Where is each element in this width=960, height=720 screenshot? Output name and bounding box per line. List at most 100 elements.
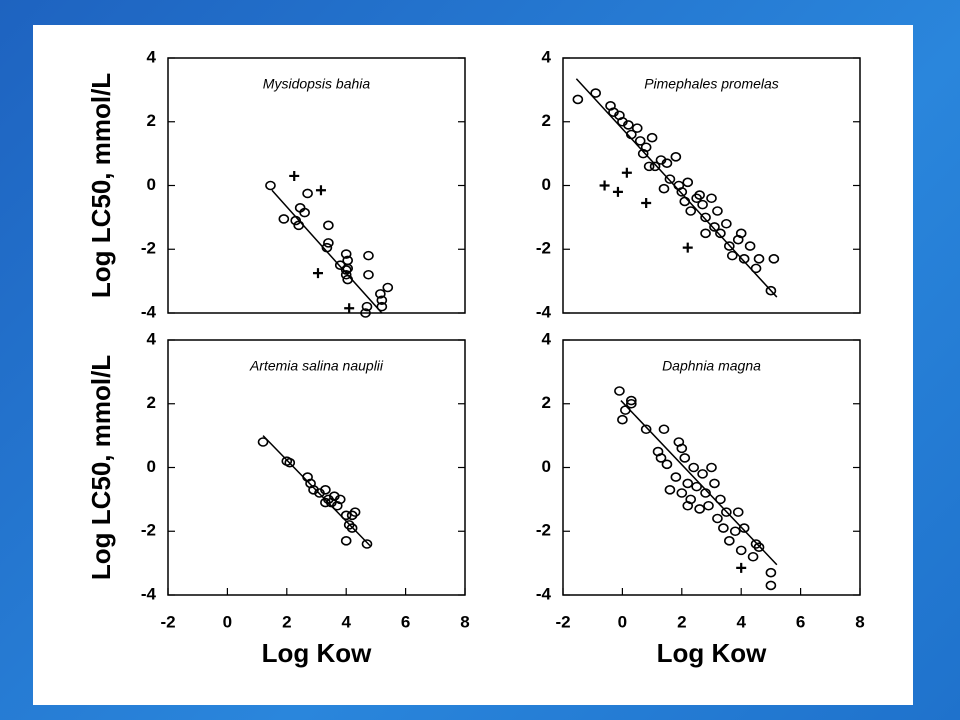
circle-point	[676, 443, 688, 454]
x-tick-label: 2	[677, 612, 686, 631]
circle-point	[709, 222, 720, 232]
circle-point	[694, 504, 705, 514]
circle-point	[682, 500, 694, 511]
circle-point	[572, 94, 584, 105]
circle-point	[634, 136, 646, 146]
circle-point	[626, 395, 637, 406]
y-axis-label: Log LC50, mmol/L	[86, 73, 116, 298]
circle-point	[697, 199, 708, 210]
circle-point	[334, 494, 346, 505]
circle-point	[661, 158, 673, 168]
circle-point	[626, 129, 637, 140]
circle-point	[700, 228, 711, 239]
circle-point	[661, 459, 673, 470]
x-tick-label: 4	[341, 612, 351, 631]
circle-point	[323, 238, 334, 248]
circle-point	[700, 212, 711, 223]
y-tick-label: 0	[147, 457, 156, 476]
circle-point	[658, 424, 670, 435]
circle-point	[664, 485, 676, 495]
plot-title: Artemia salina nauplii	[249, 358, 384, 374]
circle-point	[360, 308, 371, 318]
circle-point	[320, 497, 331, 508]
circle-point	[340, 510, 352, 521]
circle-point	[361, 301, 373, 312]
circle-point	[691, 481, 702, 492]
panel	[33, 25, 913, 705]
circle-point	[744, 241, 756, 251]
y-tick-label: 4	[542, 47, 552, 66]
circle-point	[631, 123, 643, 133]
circle-point	[278, 214, 290, 224]
plus-point	[612, 186, 623, 197]
circle-point	[340, 249, 352, 259]
plus-point	[621, 167, 632, 178]
y-tick-label: 2	[147, 393, 156, 412]
circle-point	[302, 188, 313, 199]
circle-point	[646, 132, 658, 143]
circle-point	[738, 254, 750, 264]
circle-point	[721, 218, 732, 229]
circle-point	[320, 485, 331, 495]
circle-point	[703, 500, 714, 511]
plot-title: Mysidopsis bahia	[263, 76, 371, 92]
circle-point	[682, 177, 694, 188]
plus-point	[315, 185, 326, 196]
circle-point	[718, 523, 729, 533]
circle-point	[753, 542, 765, 552]
circle-point	[715, 494, 726, 505]
y-tick-label: 0	[542, 457, 551, 476]
circle-point	[614, 386, 625, 396]
circle-point	[724, 241, 735, 251]
circle-point	[265, 180, 276, 191]
circle-point	[361, 539, 373, 549]
plus-point	[736, 562, 747, 573]
y-tick-label: 0	[542, 175, 551, 194]
circle-point	[765, 567, 777, 578]
circle-point	[640, 424, 652, 435]
circle-point	[685, 206, 697, 216]
plus-point	[289, 170, 300, 181]
circle-point	[700, 488, 711, 498]
circle-point	[257, 437, 269, 447]
circle-point	[682, 478, 694, 489]
plus-point	[344, 303, 355, 314]
circle-point	[376, 301, 388, 312]
plus-point	[599, 180, 610, 191]
circle-point	[697, 469, 708, 479]
circle-point	[299, 207, 310, 218]
circle-point	[658, 183, 670, 194]
circle-point	[363, 269, 374, 280]
circle-point	[676, 488, 688, 498]
circle-point	[340, 269, 352, 280]
circle-point	[721, 507, 732, 517]
y-tick-label: -4	[536, 584, 552, 603]
circle-point	[617, 414, 628, 425]
circle-point	[750, 263, 762, 274]
circle-point	[712, 206, 723, 216]
y-tick-label: 0	[147, 175, 156, 194]
x-tick-label: 0	[618, 612, 627, 631]
circle-point	[765, 285, 777, 296]
circle-point	[735, 228, 747, 239]
circle-point	[670, 472, 682, 482]
y-tick-label: 4	[147, 329, 157, 348]
circle-point	[620, 405, 631, 415]
circle-point	[363, 250, 374, 261]
circle-point	[382, 282, 394, 293]
y-tick-label: -4	[141, 584, 157, 603]
circle-point	[709, 478, 720, 489]
circle-point	[376, 295, 388, 306]
y-tick-label: 4	[147, 47, 157, 66]
circle-point	[375, 289, 386, 299]
circle-point	[715, 228, 726, 239]
circle-point	[706, 462, 717, 473]
circle-point	[323, 220, 334, 231]
x-tick-label: 8	[460, 612, 469, 631]
circle-point	[590, 88, 601, 98]
circle-point	[664, 174, 676, 184]
circle-point	[340, 536, 352, 546]
circle-point	[670, 152, 682, 162]
plot-title: Daphnia magna	[662, 358, 761, 374]
y-tick-label: -2	[536, 239, 551, 258]
